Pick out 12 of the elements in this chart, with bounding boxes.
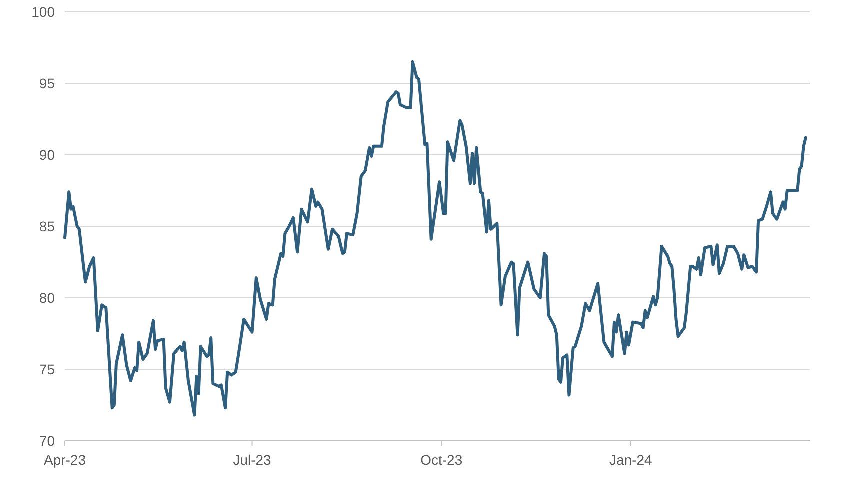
- y-tick-label: 85: [39, 218, 56, 234]
- x-tick-label: Jan-24: [610, 452, 653, 468]
- y-tick-label: 70: [39, 432, 56, 449]
- x-tick-label: Oct-23: [420, 452, 463, 468]
- y-tick-label: 95: [39, 75, 56, 92]
- y-tick-label: 100: [32, 4, 56, 20]
- y-tick-label: 90: [39, 146, 56, 163]
- x-tick-label: Jul-23: [233, 452, 272, 468]
- line-series: [64, 60, 808, 417]
- y-tick-label: 75: [39, 361, 56, 378]
- y-tick-label: 80: [39, 290, 56, 306]
- x-tick-label: Apr-23: [44, 452, 86, 468]
